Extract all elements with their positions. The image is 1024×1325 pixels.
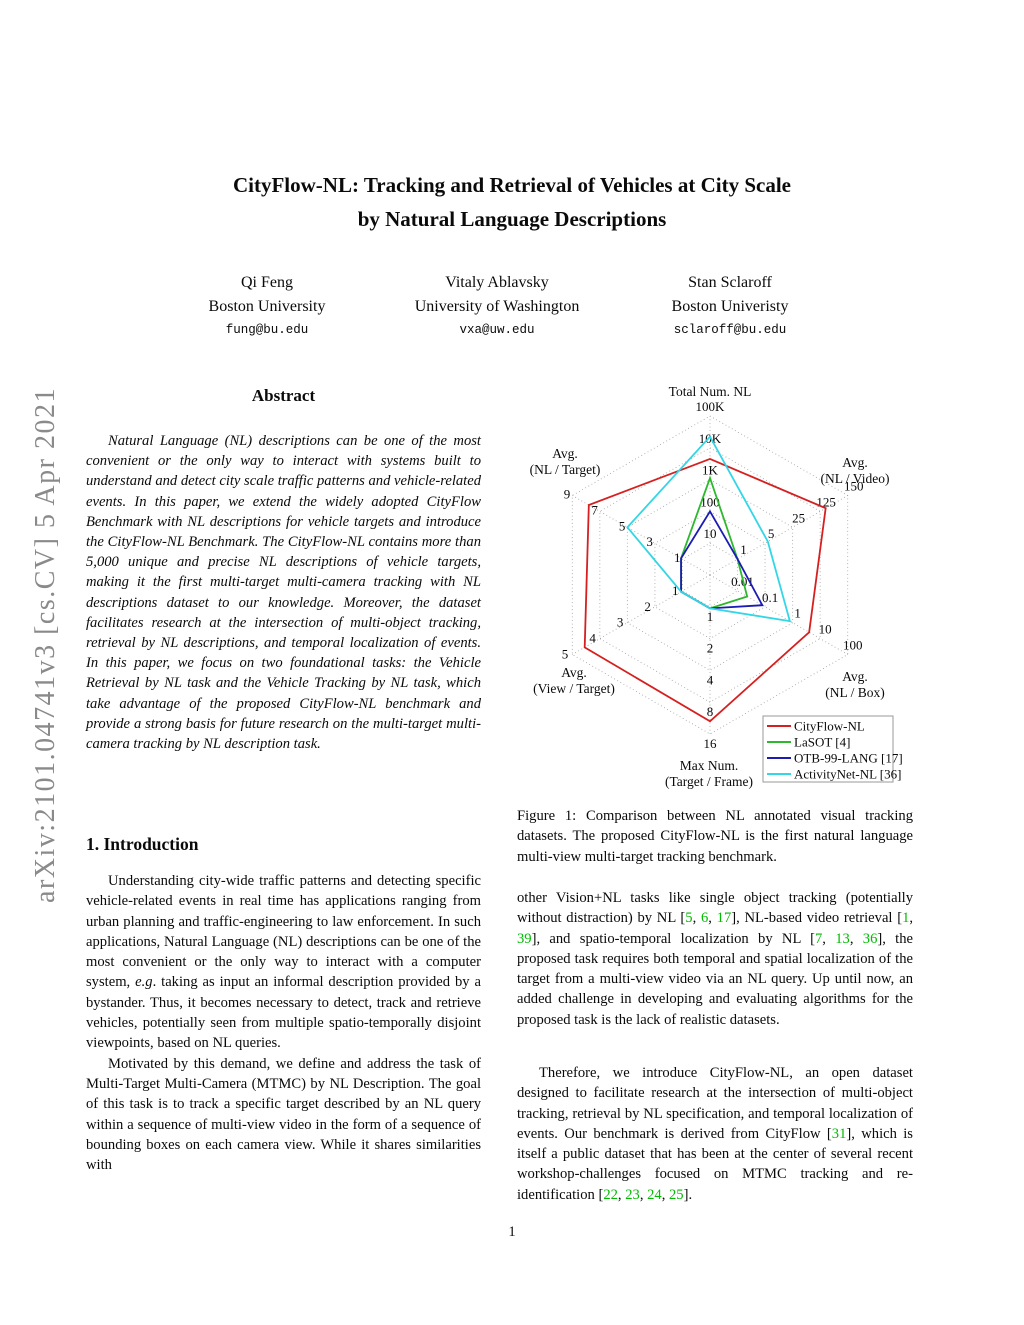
axis-tick-label: 1 [674, 550, 681, 565]
series-polygon-activitynet-nl-36- [626, 435, 792, 623]
italic-text: e.g [135, 974, 153, 991]
axis-tick-label: 10 [704, 526, 717, 541]
axis-tick-label: 1 [740, 542, 747, 557]
axis-tick-label: 2 [644, 599, 651, 614]
author-affiliation: University of Washington [414, 298, 580, 315]
axis-tick-label: 16 [704, 736, 718, 751]
right-column-text-1: other Vision+NL tasks like single object… [517, 888, 913, 1030]
citation-link[interactable]: 36 [862, 930, 878, 947]
body-paragraph: other Vision+NL tasks like single object… [517, 890, 914, 1028]
axis-title: Total Num. NL [669, 384, 752, 399]
legend-label: ActivityNet-NL [36] [794, 767, 901, 782]
title-line-1: CityFlow-NL: Tracking and Retrieval of V… [232, 173, 791, 197]
axis-title: (NL / Target) [530, 462, 601, 477]
author-email: vxa@uw.edu [459, 323, 535, 337]
legend-label: OTB-99-LANG [17] [794, 751, 903, 766]
legend-label: LaSOT [4] [794, 735, 850, 750]
axis-tick-label: 10 [819, 622, 832, 637]
citation-link[interactable]: 7 [814, 930, 823, 947]
citation-link[interactable]: 13 [835, 930, 850, 947]
radar-grid-spoke [709, 574, 848, 655]
axis-title: (Target / Frame) [665, 774, 753, 789]
radar-grid-spoke [572, 574, 711, 655]
author-email: sclaroff@bu.edu [673, 323, 787, 337]
axis-title: (NL / Box) [825, 685, 885, 700]
axis-tick-label: 125 [816, 494, 836, 509]
citation-link[interactable]: 39 [517, 930, 532, 947]
citation-link[interactable]: 25 [669, 1186, 684, 1203]
axis-title: Max Num. [680, 758, 739, 773]
radar-grid-ring [682, 542, 738, 608]
axis-tick-label: 4 [707, 672, 714, 687]
axis-tick-label: 5 [619, 518, 626, 533]
author-affiliation: Boston University [208, 298, 326, 315]
axis-tick-label: 7 [591, 502, 598, 517]
page-number: 1 [508, 1224, 516, 1240]
citation-link[interactable]: 17 [716, 910, 732, 927]
axis-tick-label: 100 [700, 494, 720, 509]
citation-link[interactable]: 6 [700, 910, 709, 927]
author-name: Stan Sclaroff [688, 274, 772, 291]
axis-title: Avg. [842, 669, 868, 684]
axis-title: Avg. [842, 455, 868, 470]
axis-tick-label: 25 [792, 510, 805, 525]
author-block-1: Qi Feng Boston University fung@bu.edu [209, 270, 326, 341]
section-heading-introduction: 1. Introduction [86, 834, 199, 854]
intro-paragraph-2: Motivated by this demand, we define and … [86, 1055, 481, 1174]
author-email: fung@bu.edu [225, 323, 309, 337]
series-polygon-cityflow-nl [583, 457, 827, 723]
axis-tick-label: 1K [702, 463, 719, 478]
axis-tick-label: 3 [617, 615, 624, 630]
citation-link[interactable]: 22 [603, 1186, 618, 1203]
axis-title: Avg. [561, 665, 587, 680]
axis-title: Avg. [552, 446, 578, 461]
axis-tick-label: 100 [843, 638, 863, 653]
citation-link[interactable]: 31 [831, 1125, 847, 1142]
axis-tick-label: 9 [564, 487, 571, 502]
axis-tick-label: 5 [562, 647, 569, 662]
citation-link[interactable]: 1 [902, 910, 910, 927]
author-block-3: Stan Sclaroff Boston Univeristy sclaroff… [672, 270, 789, 341]
author-name: Qi Feng [240, 274, 293, 291]
axis-tick-label: 5 [768, 526, 775, 541]
arxiv-watermark: arXiv:2101.04741v3 [cs.CV] 5 Apr 2021 [30, 387, 61, 903]
intro-paragraph-1: Understanding city-wide traffic patterns… [86, 873, 482, 1052]
title-line-2: by Natural Language Descriptions [357, 207, 667, 231]
citation-link[interactable]: 5 [685, 910, 693, 927]
citation-link[interactable]: 23 [625, 1186, 640, 1203]
body-paragraph: Therefore, we introduce CityFlow-NL, an … [517, 1065, 913, 1203]
radar-chart-svg: 101001K10K100K15251251500.010.1110100124… [530, 384, 903, 789]
axis-tick-label: 4 [589, 631, 596, 646]
axis-tick-label: 3 [646, 534, 653, 549]
axis-tick-label: 100K [696, 399, 726, 414]
right-column-text-2: Therefore, we introduce CityFlow-NL, an … [517, 1063, 913, 1205]
axis-tick-label: 8 [707, 704, 714, 719]
author-name: Vitaly Ablavsky [445, 274, 549, 291]
axis-tick-label: 1 [707, 609, 714, 624]
radar-grid-spoke [572, 495, 711, 576]
axis-tick-label: 1 [672, 583, 679, 598]
radar-grid-spoke [709, 495, 848, 576]
abstract-text: Natural Language (NL) descriptions can b… [86, 433, 482, 753]
paper-title: CityFlow-NL: Tracking and Retrieval of V… [0, 168, 1024, 236]
figure-1-radar-chart: 10 100 1K 10K 100K 1 5 25 125 150 0.01 0.1 1 10 100 1 2 4… [517, 383, 913, 795]
citation-link[interactable]: 24 [647, 1186, 662, 1203]
author-block-2: Vitaly Ablavsky University of Washington… [415, 270, 580, 341]
introduction-text: Understanding city-wide traffic patterns… [86, 871, 481, 1175]
figure-1-caption: Figure 1: Comparison between NL annotate… [517, 808, 913, 865]
legend-label: CityFlow-NL [794, 719, 865, 734]
axis-title: (View / Target) [533, 681, 615, 696]
abstract-heading: Abstract [251, 386, 316, 405]
axis-title: (NL / Video) [821, 471, 890, 486]
axis-tick-label: 150 [844, 479, 864, 494]
axis-tick-label: 2 [707, 641, 714, 656]
axis-tick-label: 1 [794, 606, 801, 621]
axis-tick-label: 0.1 [762, 590, 778, 605]
author-affiliation: Boston Univeristy [671, 298, 789, 315]
